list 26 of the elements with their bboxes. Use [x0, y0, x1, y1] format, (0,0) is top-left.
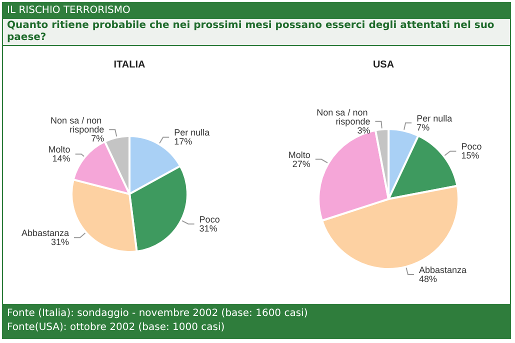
- slice-label: Per nulla: [416, 113, 452, 124]
- source-note: Fonte(USA): ottobre 2002 (base: 1000 casi): [7, 321, 226, 335]
- slice-label: Non sa / non risponde: [50, 116, 104, 135]
- slice-label: Molto: [288, 150, 310, 160]
- data-label: 3%: [357, 125, 370, 136]
- chart-title: USA: [372, 60, 394, 70]
- data-label: 48%: [418, 274, 437, 284]
- data-label: 17%: [174, 136, 192, 147]
- data-label: 14%: [52, 154, 70, 164]
- data-label: 31%: [199, 223, 218, 234]
- chart-title: ITALIA: [114, 60, 146, 70]
- slice-label: Non sa / non risponde: [316, 107, 370, 126]
- slice-label: Molto: [48, 144, 70, 155]
- data-label: 15%: [461, 150, 480, 161]
- text: IL RISCHIO TERRORISMO: [3, 3, 510, 19]
- slice-label: Per nulla: [174, 128, 210, 138]
- slice-label: Abbastanza: [21, 228, 69, 238]
- data-label: 27%: [292, 158, 310, 169]
- data-label: 31%: [50, 237, 69, 248]
- slice-label: Poco: [199, 214, 220, 224]
- data-label: 7%: [416, 122, 430, 132]
- slice-label: Abbastanza: [418, 265, 467, 276]
- data-label: 7%: [91, 134, 104, 144]
- slice-label: Poco: [461, 142, 482, 152]
- text: Quanto ritiene probabile che nei prossimi mesi possano esserci degli attentati nel suo paese?: [3, 19, 510, 46]
- source-note: Fonte (Italia): sondaggio - novembre 2002 (base: 1600 casi): [7, 307, 309, 321]
